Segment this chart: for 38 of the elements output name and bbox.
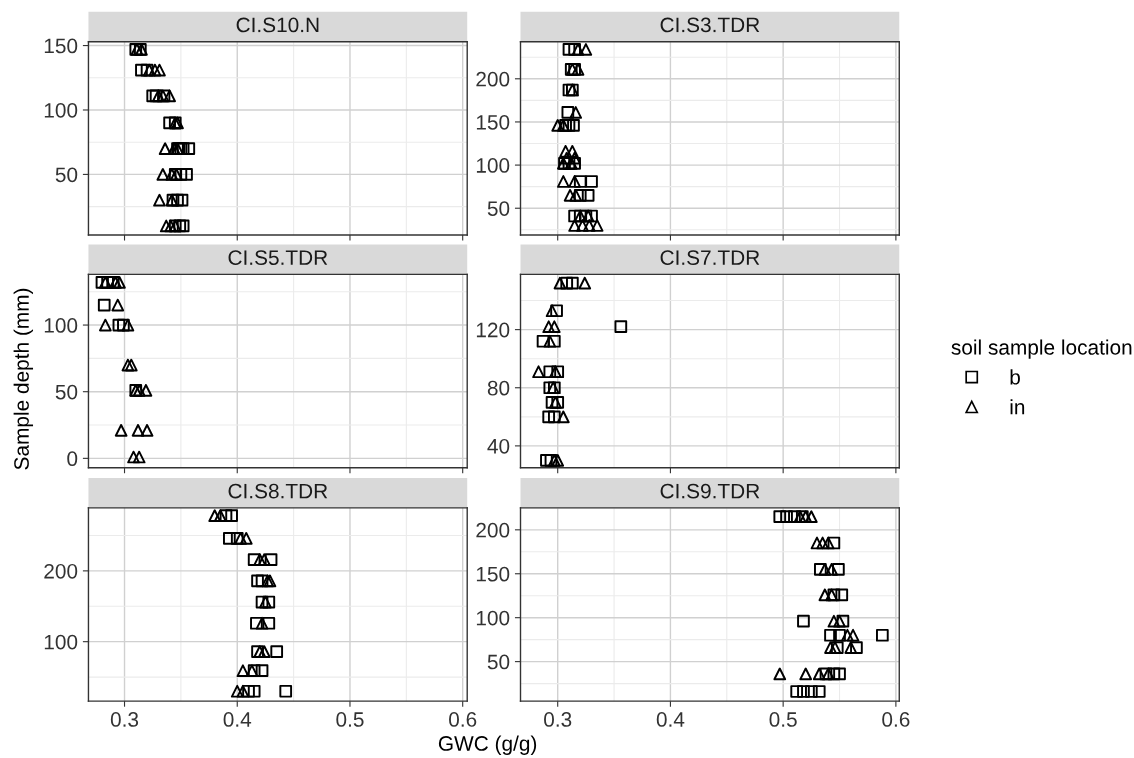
y-tick-label: 100 bbox=[476, 158, 510, 173]
y-tick-label: 100 bbox=[44, 634, 78, 650]
y-tick-label: 150 bbox=[476, 114, 510, 130]
y-tick-label: 150 bbox=[44, 38, 78, 54]
x-tick-label: 0.3 bbox=[544, 712, 572, 727]
y-tick-label: 100 bbox=[44, 102, 78, 118]
y-axis-title: Sample depth (mm) bbox=[13, 288, 34, 470]
y-tick-label: 50 bbox=[487, 201, 510, 216]
y-tick-label: 200 bbox=[476, 522, 510, 538]
y-tick-label: 100 bbox=[476, 610, 510, 626]
y-tick-label: 50 bbox=[55, 384, 78, 400]
y-tick-label: 150 bbox=[476, 566, 510, 582]
x-tick-label: 0.5 bbox=[769, 712, 797, 727]
legend-title: soil sample location bbox=[951, 339, 1132, 359]
y-tick-label: 200 bbox=[476, 71, 510, 87]
y-tick-label: 40 bbox=[487, 438, 510, 454]
x-tick-label: 0.6 bbox=[449, 712, 477, 727]
y-tick-label: 50 bbox=[487, 654, 510, 670]
legend-label: b bbox=[1010, 369, 1020, 385]
y-tick-label: 200 bbox=[44, 563, 78, 579]
chart-title: CI.S7.TDR bbox=[660, 250, 760, 266]
x-tick-label: 0.3 bbox=[110, 712, 139, 727]
y-tick-label: 80 bbox=[487, 380, 510, 396]
legend-label: in bbox=[1010, 399, 1025, 415]
chart-title: CI.S8.TDR bbox=[228, 483, 328, 499]
chart-title: CI.S5.TDR bbox=[228, 250, 328, 266]
x-tick-label: 0.4 bbox=[656, 712, 685, 727]
chart-title: CI.S10.N bbox=[236, 17, 319, 33]
x-axis-title: GWC (g/g) bbox=[438, 735, 537, 755]
y-tick-label: 100 bbox=[44, 318, 78, 333]
chart-title: CI.S9.TDR bbox=[660, 483, 760, 499]
y-tick-label: 0 bbox=[67, 451, 78, 467]
chart-title: CI.S3.TDR bbox=[660, 17, 760, 33]
x-tick-label: 0.4 bbox=[223, 712, 252, 727]
y-tick-label: 120 bbox=[476, 322, 510, 338]
x-tick-label: 0.5 bbox=[336, 712, 364, 727]
x-tick-label: 0.6 bbox=[882, 712, 910, 727]
y-tick-label: 50 bbox=[55, 167, 78, 183]
